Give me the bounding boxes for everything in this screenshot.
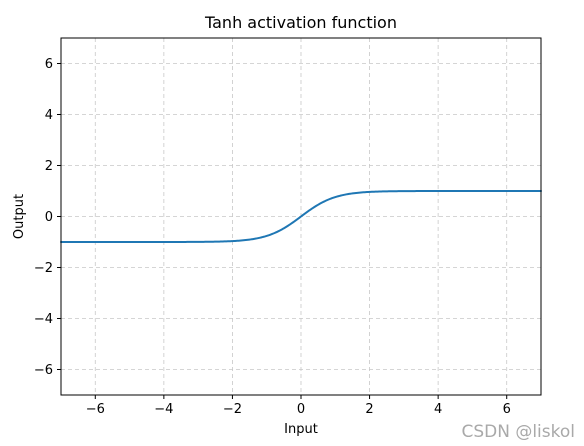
y-tick-label: 4 — [45, 108, 53, 123]
series-layer — [60, 190, 542, 243]
y-tick-label: 0 — [45, 210, 53, 225]
x-tick-label: 4 — [434, 402, 442, 417]
y-tick-label: −6 — [34, 363, 53, 378]
grid-lines — [61, 38, 541, 395]
watermark: CSDN @liskol — [461, 422, 575, 442]
series-line-tanh — [60, 190, 542, 243]
x-tick-label: 0 — [297, 402, 305, 417]
y-tick-label: −4 — [34, 312, 53, 327]
x-tick-label: 2 — [365, 402, 373, 417]
y-axis-label: Output — [12, 194, 27, 239]
y-tick-label: 6 — [45, 57, 53, 72]
x-tick-label: −4 — [154, 402, 173, 417]
x-tick-label: −2 — [223, 402, 242, 417]
x-tick-label: −6 — [86, 402, 105, 417]
x-tick-label: 6 — [503, 402, 511, 417]
x-axis-label: Input — [284, 422, 318, 437]
y-tick-label: −2 — [34, 261, 53, 276]
chart-title: Tanh activation function — [204, 13, 397, 32]
axis-ticks: −6 −4 −2 0 2 4 6 −6 −4 −2 0 2 4 6 — [34, 57, 511, 417]
y-tick-label: 2 — [45, 159, 53, 174]
